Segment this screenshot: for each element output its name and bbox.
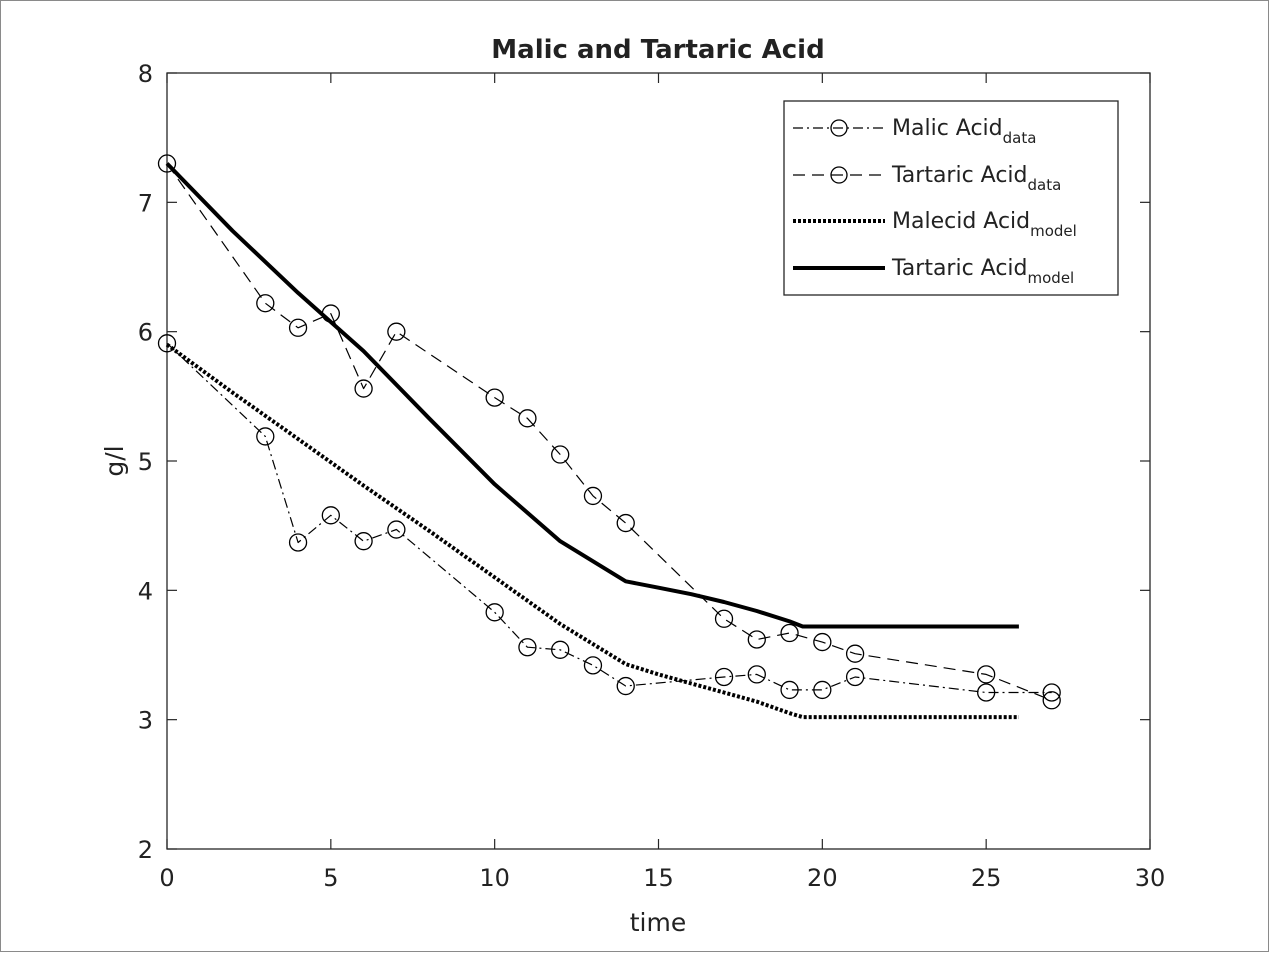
legend-label-tartaric-data: Tartaric Aciddata: [891, 163, 1061, 194]
series-tartaric-data: [157, 154, 1061, 710]
legend-sub-tartaric-model: model: [1028, 269, 1075, 287]
series-malic-data: [157, 334, 1061, 702]
legend-entry-malic-model: Malecid Acidmodel: [793, 209, 1077, 240]
data-point-tartaric-data: [616, 513, 635, 533]
data-point-tartaric-data: [256, 294, 275, 313]
data-point-tartaric-data: [747, 630, 766, 649]
series-line-malic-data: [166, 342, 1052, 694]
legend-marker-tartaric-data: [830, 166, 848, 184]
legend-name-malic-model: Malecid Acid: [892, 209, 1030, 234]
data-point-malic-data: [616, 676, 635, 696]
chart-title: Malic and Tartaric Acid: [491, 35, 824, 65]
series-line-tartaric-model: [165, 162, 1019, 629]
y-tick-label: 6: [138, 319, 153, 347]
x-tick-label: 10: [479, 864, 510, 892]
legend-sub-malic-data: data: [1003, 129, 1037, 147]
data-point-tartaric-data: [518, 409, 537, 428]
series-malic-model: [165, 342, 1019, 720]
data-point-malic-data: [583, 656, 603, 675]
data-point-malic-data: [977, 683, 996, 702]
data-point-tartaric-data: [485, 388, 504, 407]
data-point-malic-data: [747, 665, 766, 684]
data-point-malic-data: [518, 638, 537, 657]
axis-ticks: 0 5 10 15 20 25 30 2 3 4 5 6 7 8: [138, 60, 1166, 892]
x-tick-label: 25: [971, 864, 1002, 892]
series-line-malic-model: [165, 342, 1019, 720]
data-point-tartaric-data: [977, 665, 996, 684]
legend-entry-malic-data: Malic Aciddata: [793, 116, 1036, 147]
data-point-malic-data: [780, 680, 799, 700]
y-tick-label: 3: [138, 707, 153, 735]
series-tartaric-model: [165, 162, 1019, 629]
legend-entry-tartaric-model: Tartaric Acidmodel: [793, 256, 1074, 287]
data-point-malic-data: [387, 520, 406, 539]
data-point-malic-data: [485, 603, 504, 622]
legend-entry-tartaric-data: Tartaric Aciddata: [793, 163, 1061, 194]
y-tick-label: 2: [138, 836, 153, 864]
x-tick-label: 20: [807, 864, 838, 892]
data-point-malic-data: [256, 427, 275, 446]
legend-label-malic-data: Malic Aciddata: [892, 116, 1036, 147]
data-point-tartaric-data: [157, 154, 177, 173]
data-point-malic-data: [1042, 683, 1061, 702]
data-point-tartaric-data: [1042, 691, 1061, 710]
data-point-malic-data: [813, 680, 832, 700]
data-point-malic-data: [157, 334, 177, 353]
legend-box: [783, 100, 1119, 296]
data-point-tartaric-data: [714, 609, 734, 628]
series-line-tartaric-data: [166, 163, 1052, 701]
y-tick-label: 5: [138, 448, 153, 476]
legend-name-tartaric-data: Tartaric Acid: [891, 163, 1028, 188]
data-point-tartaric-data: [813, 632, 832, 652]
y-axis-label: g/l: [100, 445, 129, 476]
data-point-malic-data: [321, 506, 340, 525]
legend-name-malic-data: Malic Acid: [892, 116, 1003, 141]
data-point-tartaric-data: [354, 379, 373, 398]
x-tick-label: 30: [1135, 864, 1166, 892]
data-point-malic-data: [551, 640, 570, 659]
legend-name-tartaric-model: Tartaric Acid: [891, 256, 1028, 281]
legend-label-malic-model: Malecid Acidmodel: [892, 209, 1077, 240]
legend-marker-malic-data: [830, 119, 848, 137]
legend: Malic Aciddata Tartaric Aciddata Malecid…: [783, 100, 1119, 296]
data-point-malic-data: [845, 667, 865, 687]
data-point-tartaric-data: [845, 644, 865, 663]
legend-sub-tartaric-data: data: [1028, 176, 1062, 194]
data-point-tartaric-data: [583, 486, 603, 506]
y-tick-label: 4: [138, 577, 153, 605]
y-tick-label: 7: [138, 189, 153, 217]
data-point-malic-data: [714, 667, 734, 687]
x-axis-label: time: [630, 908, 686, 937]
legend-label-tartaric-model: Tartaric Acidmodel: [891, 256, 1074, 287]
x-tick-label: 0: [159, 864, 174, 892]
data-point-tartaric-data: [780, 623, 799, 643]
data-point-malic-data: [288, 533, 308, 552]
y-tick-label: 8: [138, 60, 153, 88]
legend-sub-malic-model: model: [1030, 222, 1077, 240]
data-point-tartaric-data: [387, 322, 406, 341]
data-point-tartaric-data: [551, 445, 570, 464]
x-tick-label: 15: [643, 864, 674, 892]
x-tick-label: 5: [323, 864, 338, 892]
data-point-tartaric-data: [288, 318, 308, 337]
data-point-malic-data: [354, 532, 373, 551]
series-layer: [157, 154, 1061, 720]
